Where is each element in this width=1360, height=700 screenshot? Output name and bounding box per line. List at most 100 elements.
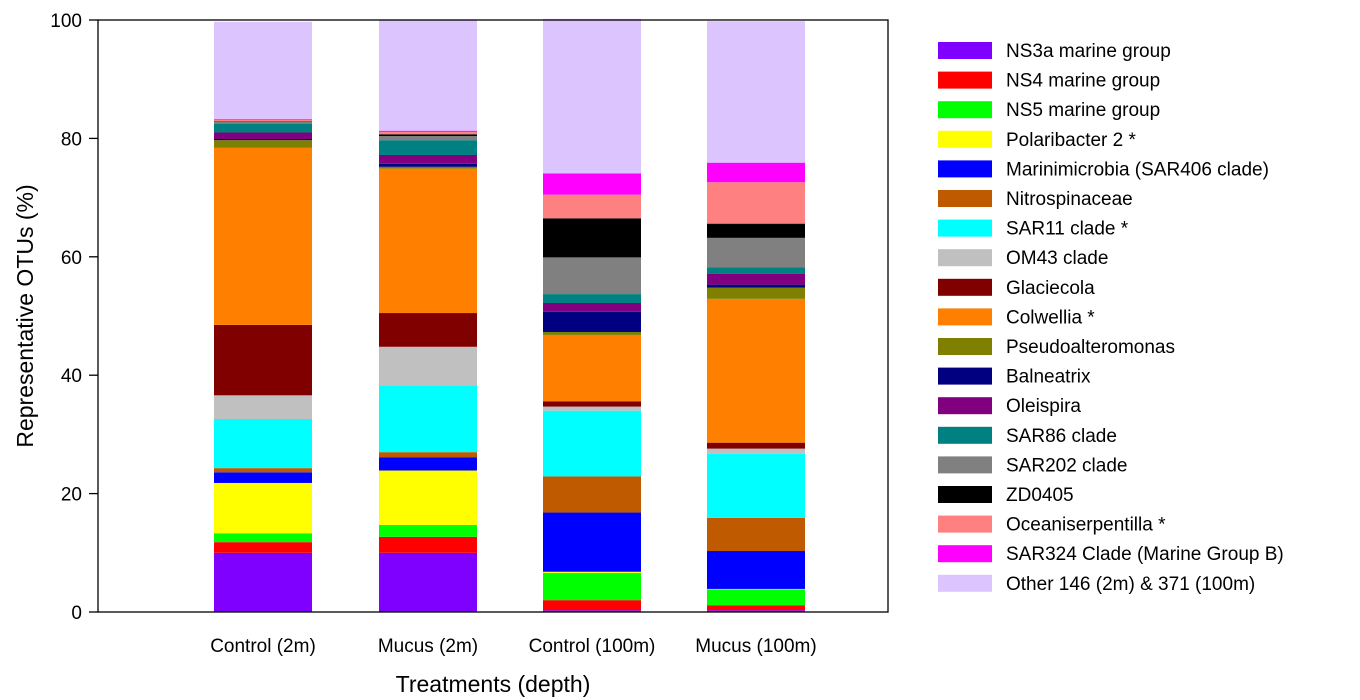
legend-label: Oleispira (1006, 396, 1081, 417)
legend-swatch (938, 160, 992, 178)
bar-segment (214, 132, 312, 139)
bar-segment (379, 154, 477, 164)
bar-segment (543, 218, 641, 258)
bar-segment (214, 121, 312, 124)
bar-segment (214, 419, 312, 469)
legend-swatch (938, 426, 992, 444)
bar-segment (214, 482, 312, 534)
y-tick-label: 60 (61, 248, 82, 269)
y-axis: 0 20 40 60 80 100 (50, 11, 98, 624)
bar-segment (379, 452, 477, 458)
bar-segment (543, 302, 641, 312)
bar-segment (707, 453, 805, 518)
bar-segment (707, 273, 805, 285)
legend-swatch (938, 308, 992, 326)
bar-segment (543, 571, 641, 573)
bar-segment (707, 21, 805, 163)
x-axis: Control (2m) Mucus (2m) Control (100m) Mucu… (210, 636, 817, 657)
bar-segment (543, 334, 641, 402)
legend-label: Marinimicrobia (SAR406 clade) (1006, 159, 1269, 180)
bar-segment (543, 257, 641, 295)
x-tick-label: Mucus (100m) (695, 636, 816, 657)
bar-segment (543, 173, 641, 195)
bar-segment (543, 18, 641, 174)
bar-segment (214, 395, 312, 420)
bar-segment (379, 134, 477, 137)
legend-label: Other 146 (2m) & 371 (100m) (1006, 574, 1255, 595)
x-tick-label: Control (100m) (529, 636, 656, 657)
bar-segment (543, 311, 641, 332)
bar-segment (214, 324, 312, 396)
y-tick-label: 80 (61, 129, 82, 150)
bar-segment (543, 194, 641, 219)
legend-label: NS3a marine group (1006, 41, 1171, 62)
legend-swatch (938, 486, 992, 503)
y-tick-label: 40 (61, 366, 82, 387)
bar-segment (707, 182, 805, 224)
bar-segment (707, 287, 805, 299)
bar-segment (214, 472, 312, 483)
bar-segment (543, 401, 641, 407)
legend-swatch (938, 397, 992, 415)
bar-segment (543, 600, 641, 611)
legend-label: Colwellia * (1006, 307, 1095, 328)
legend-label: Pseudoalteromonas (1006, 337, 1175, 358)
legend-swatch (938, 71, 992, 89)
bar-segment (543, 331, 641, 335)
legend-label: NS5 marine group (1006, 100, 1160, 121)
bar-segment (379, 130, 477, 132)
bar-segment (707, 298, 805, 443)
bar-segment (707, 517, 805, 552)
bar-segment (379, 313, 477, 347)
legend-swatch (938, 515, 992, 533)
bar-segment (379, 524, 477, 537)
legend-swatch (938, 278, 992, 296)
bar-segment (707, 610, 805, 612)
bar-segment (379, 166, 477, 169)
bar-segment (214, 138, 312, 141)
y-tick-label: 100 (50, 11, 82, 32)
x-axis-label: Treatments (depth) (396, 671, 591, 697)
bar-segment (543, 512, 641, 572)
legend-swatch (938, 130, 992, 148)
bar-segment (379, 131, 477, 135)
legend-label: OM43 clade (1006, 248, 1108, 269)
legend-label: Oceaniserpentilla * (1006, 515, 1166, 536)
plot-frame (97, 19, 889, 613)
bar-segment (543, 406, 641, 411)
y-axis-label: Representative OTUs (%) (12, 184, 38, 447)
bar-segment (379, 136, 477, 141)
y-tick-label: 0 (71, 603, 82, 624)
legend-label: Nitrospinaceae (1006, 189, 1133, 210)
y-tick-label: 20 (61, 485, 82, 506)
legend-swatch (938, 545, 992, 563)
bar-segment (214, 147, 312, 325)
bar-segment (707, 162, 805, 183)
legend: NS3a marine group NS4 marine group NS5 mar… (938, 41, 1284, 595)
bar-segment (543, 610, 641, 612)
x-tick-label: Control (2m) (210, 636, 316, 657)
bar-segment (379, 536, 477, 553)
legend-swatch (938, 338, 992, 355)
bar-segment (543, 572, 641, 601)
legend-label: SAR86 clade (1006, 426, 1117, 447)
bar-segment (707, 448, 805, 454)
bar-segment (707, 223, 805, 238)
bar-segment (707, 589, 805, 606)
bar-segment (379, 346, 477, 386)
bar-segment (707, 284, 805, 288)
bar-segment (379, 457, 477, 471)
bar-segment (707, 267, 805, 274)
bar-segment (707, 605, 805, 611)
bar-segment (379, 19, 477, 131)
bar-segment (379, 168, 477, 314)
bar-segment (214, 121, 312, 122)
bar-segment (543, 294, 641, 303)
bar-segment (379, 163, 477, 167)
bar-segment (214, 123, 312, 133)
bar-segment (379, 140, 477, 155)
legend-swatch (938, 367, 992, 385)
bar-segment (707, 588, 805, 590)
bar-segment (214, 119, 312, 122)
legend-swatch (938, 456, 992, 474)
